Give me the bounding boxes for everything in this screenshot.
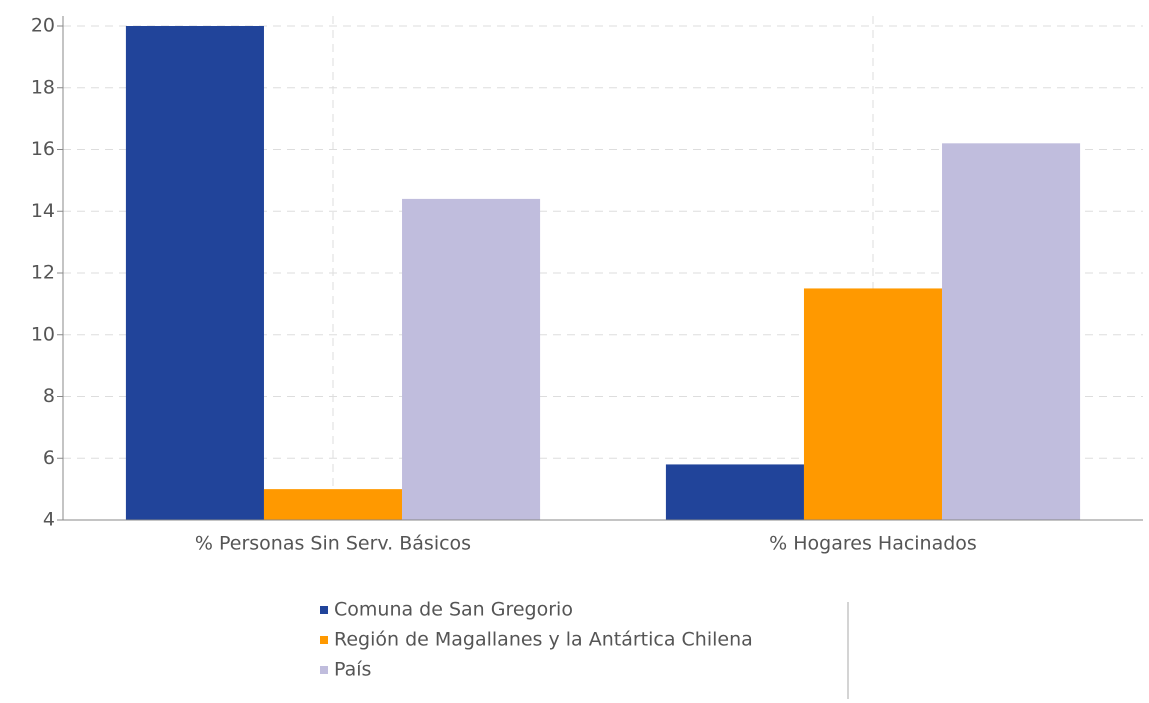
legend-swatch <box>320 636 328 644</box>
x-tick-label: % Personas Sin Serv. Básicos <box>195 533 471 555</box>
bar <box>402 198 541 520</box>
y-tick-label: 14 <box>31 200 55 222</box>
bar <box>803 288 943 520</box>
y-tick-label: 16 <box>31 138 55 160</box>
y-tick-label: 18 <box>31 76 55 98</box>
legend-label: Región de Magallanes y la Antártica Chil… <box>334 629 753 651</box>
y-tick-label: 12 <box>31 262 55 284</box>
y-tick-label: 6 <box>43 447 55 469</box>
legend-swatch <box>320 666 328 674</box>
legend-swatch <box>320 606 328 614</box>
bar <box>942 143 1081 520</box>
bar <box>665 464 804 520</box>
y-tick-label: 20 <box>31 15 55 37</box>
legend-label: País <box>334 659 371 681</box>
legend-label: Comuna de San Gregorio <box>334 599 573 621</box>
bar <box>263 489 403 520</box>
bar <box>125 26 264 520</box>
x-tick-label: % Hogares Hacinados <box>769 533 977 555</box>
y-tick-label: 4 <box>43 509 55 531</box>
y-tick-label: 10 <box>31 323 55 345</box>
y-tick-label: 8 <box>43 385 55 407</box>
